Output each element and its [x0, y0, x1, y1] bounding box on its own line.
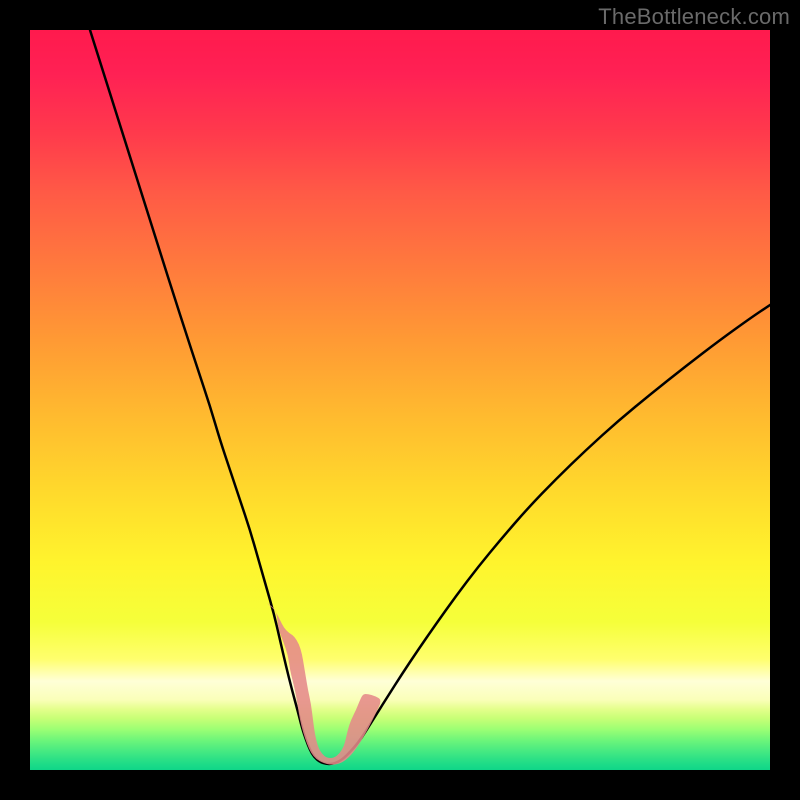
- plot-svg: [30, 30, 770, 770]
- gradient-background: [30, 30, 770, 770]
- chart-frame: TheBottleneck.com: [0, 0, 800, 800]
- plot-area: [30, 30, 770, 770]
- watermark-text: TheBottleneck.com: [598, 4, 790, 30]
